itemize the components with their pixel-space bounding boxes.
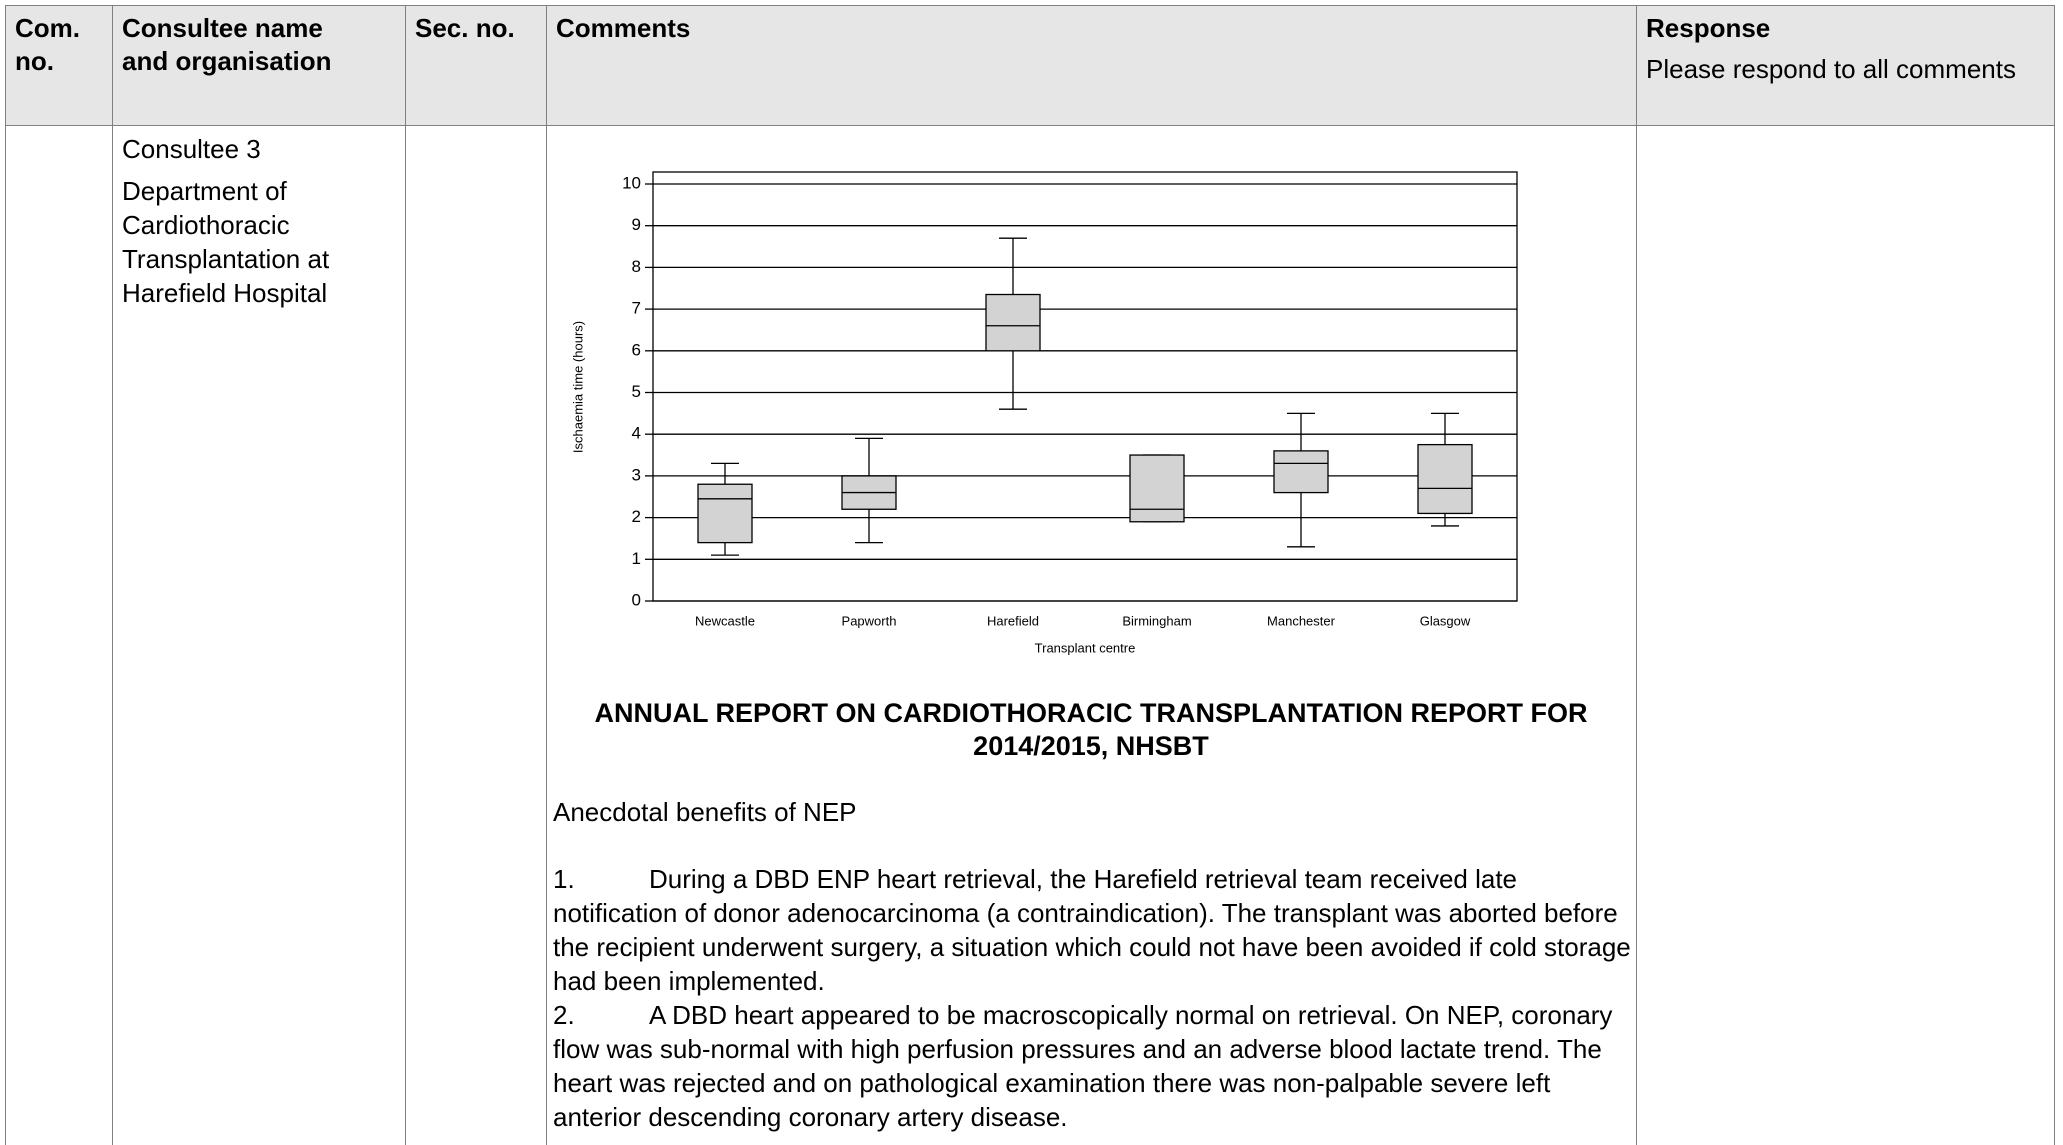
subtitle: Anecdotal benefits of NEP <box>553 797 857 827</box>
x-tick-label: Manchester <box>1267 613 1336 628</box>
y-tick-label: 10 <box>622 173 641 192</box>
item: 1. During a DBD ENP heart retrieval, the … <box>553 862 1631 998</box>
consultee: Consultee 3 <box>122 134 261 164</box>
header-text: Comments <box>556 13 691 43</box>
header-cell: Consultee name and organisation <box>112 5 405 126</box>
y-tick-label: 3 <box>632 465 641 484</box>
header-cell: Comments <box>546 5 1636 126</box>
x-tick-label: Newcastle <box>695 613 755 628</box>
header-cell: Sec. no. <box>405 5 546 126</box>
header-text: Response <box>1646 13 1771 43</box>
header-text: Sec. no. <box>415 13 515 43</box>
header-text: Com. no. <box>15 13 80 76</box>
x-tick-label: Birmingham <box>1122 613 1191 628</box>
cell <box>5 125 112 1145</box>
y-tick-label: 1 <box>632 549 641 568</box>
box <box>985 293 1041 352</box>
y-tick-label: 5 <box>632 382 641 401</box>
header-text: Consultee name and organisation <box>122 13 332 76</box>
plot-frame <box>652 171 1518 602</box>
item-text: A DBD heart appeared to be macroscopical… <box>553 1000 1613 1132</box>
response-note: Please respond to all comments <box>1646 54 2016 84</box>
report-title: ANNUAL REPORT ON CARDIOTHORACIC TRANSPLA… <box>594 698 1588 761</box>
item-number: 2. <box>553 1000 575 1030</box>
y-tick-label: 7 <box>632 299 641 318</box>
box <box>697 483 753 544</box>
y-tick-label: 8 <box>632 257 641 276</box>
item: 2. A DBD heart appeared to be macroscopic… <box>553 998 1631 1134</box>
item-text: During a DBD ENP heart retrieval, the Ha… <box>553 864 1631 996</box>
x-tick-label: Papworth <box>842 613 897 628</box>
cell <box>1636 125 2055 1145</box>
y-axis-label: Ischaemia time (hours) <box>570 321 585 453</box>
x-axis-label: Transplant centre <box>1035 640 1136 655</box>
cell <box>546 125 1636 1145</box>
chart: Ischaemia time (hours) Transplant centre… <box>570 171 1518 655</box>
cell: Consultee 3 Department of Cardiothoracic … <box>112 125 405 1145</box>
y-tick-label: 6 <box>632 340 641 359</box>
y-tick-label: 4 <box>632 424 641 443</box>
y-tick-label: 9 <box>632 215 641 234</box>
box <box>1273 450 1329 494</box>
y-tick-label: 0 <box>632 590 641 609</box>
header-cell: Com. no. <box>5 5 112 126</box>
cell <box>405 125 546 1145</box>
x-tick-label: Glasgow <box>1420 613 1471 628</box>
box <box>1129 454 1185 523</box>
header-cell: Response Please respond to all comments <box>1636 5 2055 126</box>
item-number: 1. <box>553 864 575 894</box>
x-tick-label: Harefield <box>987 613 1039 628</box>
organisation: Department of Cardiothoracic Transplanta… <box>122 176 330 308</box>
box <box>1417 443 1473 515</box>
comment-text: Anecdotal benefits of NEP 1. During a DBD… <box>553 795 1631 1134</box>
y-tick-label: 2 <box>632 507 641 526</box>
